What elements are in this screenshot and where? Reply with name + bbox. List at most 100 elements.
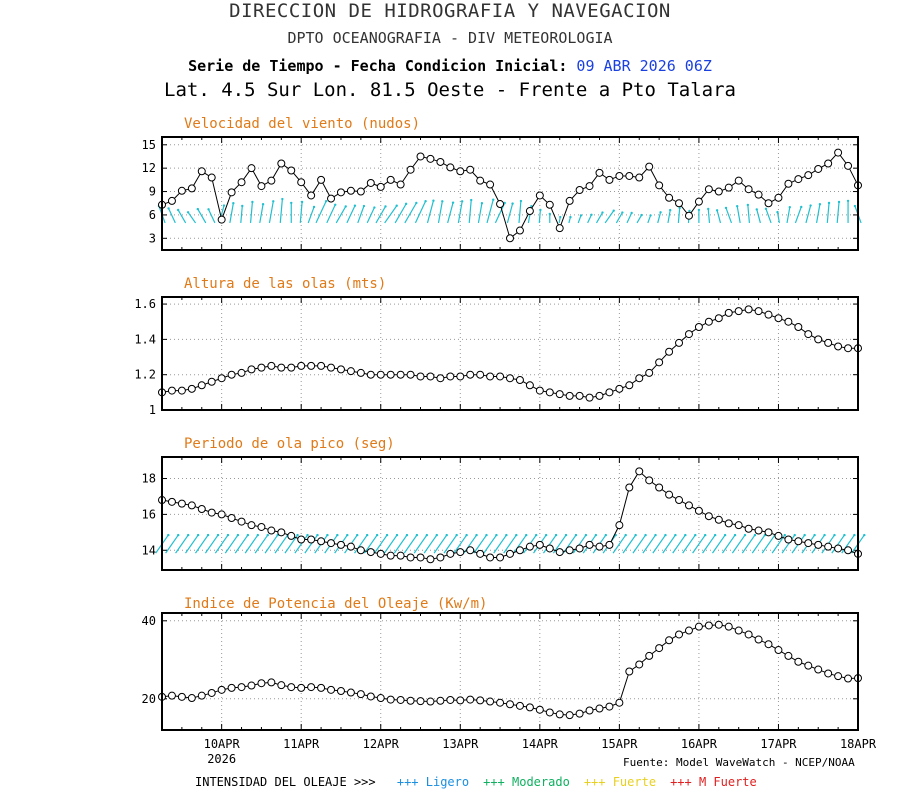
data-point xyxy=(625,171,634,180)
data-point xyxy=(426,372,435,381)
direction-arrow xyxy=(542,533,558,554)
data-point xyxy=(287,363,296,372)
direction-arrow xyxy=(366,206,376,224)
data-point xyxy=(207,508,216,517)
data-point xyxy=(486,697,495,706)
x-tick-label: 12APR xyxy=(363,737,400,751)
data-point xyxy=(655,181,664,190)
data-point xyxy=(456,696,465,705)
data-point xyxy=(356,187,365,196)
direction-arrow xyxy=(622,533,637,554)
page-title: DIRECCION DE HIDROGRAFIA Y NAVEGACION xyxy=(229,0,671,22)
data-point xyxy=(555,548,564,557)
data-point xyxy=(177,186,186,195)
data-point xyxy=(506,700,514,709)
data-point xyxy=(545,708,554,717)
data-point xyxy=(714,314,723,323)
direction-arrow xyxy=(503,533,518,554)
data-point xyxy=(645,162,654,171)
direction-arrow xyxy=(357,204,366,224)
y-tick-label: 6 xyxy=(149,208,156,222)
data-point xyxy=(575,709,584,718)
data-point xyxy=(257,522,266,531)
data-point xyxy=(217,510,226,519)
data-point xyxy=(525,207,534,216)
data-point xyxy=(486,372,495,381)
data-point xyxy=(525,703,534,712)
direction-arrow xyxy=(587,213,593,224)
direction-arrow xyxy=(229,202,235,224)
data-point xyxy=(247,365,256,374)
data-point xyxy=(496,698,505,707)
data-point xyxy=(177,499,186,508)
data-point xyxy=(675,199,684,208)
data-point xyxy=(307,361,316,370)
data-point xyxy=(187,694,196,703)
data-point xyxy=(515,375,524,384)
data-point xyxy=(396,180,405,189)
direction-arrow xyxy=(692,533,707,554)
direction-arrow xyxy=(558,215,562,224)
data-point xyxy=(714,187,723,196)
data-point xyxy=(506,374,514,383)
direction-arrow xyxy=(413,533,429,554)
data-point xyxy=(804,539,813,548)
data-point xyxy=(585,182,594,191)
direction-arrow xyxy=(299,200,304,223)
direction-arrow xyxy=(307,205,316,224)
direction-arrow xyxy=(234,533,250,554)
data-point xyxy=(237,517,246,526)
data-point xyxy=(346,542,355,551)
x-tick-label: 16APR xyxy=(681,737,718,751)
data-point xyxy=(356,546,365,555)
data-point xyxy=(555,224,564,233)
data-point xyxy=(794,537,803,546)
data-point xyxy=(694,323,703,332)
data-point xyxy=(615,384,624,393)
data-point xyxy=(605,540,614,549)
data-point xyxy=(386,695,395,704)
data-point xyxy=(167,386,176,395)
data-point xyxy=(227,683,236,692)
data-point xyxy=(317,537,326,546)
data-point xyxy=(655,644,664,653)
data-point xyxy=(406,165,415,174)
init-date: 09 ABR 2026 06Z xyxy=(576,57,712,75)
direction-arrow xyxy=(615,211,624,224)
data-point xyxy=(356,368,365,377)
data-point xyxy=(744,305,753,314)
data-point xyxy=(237,178,246,187)
data-point xyxy=(824,338,833,347)
direction-arrow xyxy=(373,533,389,554)
direction-arrow xyxy=(506,202,514,224)
source-note: Fuente: Model WaveWatch - NCEP/NOAA xyxy=(623,756,855,769)
data-point xyxy=(247,521,256,530)
direction-arrow xyxy=(724,206,733,224)
data-point xyxy=(436,374,445,383)
direction-arrow xyxy=(414,199,427,224)
data-point xyxy=(814,335,823,344)
data-point xyxy=(635,374,644,383)
data-point xyxy=(824,669,833,678)
data-point xyxy=(366,178,375,187)
y-tick-label: 1 xyxy=(149,403,156,417)
data-point xyxy=(217,215,226,224)
data-point xyxy=(466,165,475,174)
direction-arrow xyxy=(393,533,409,554)
data-point xyxy=(386,370,395,379)
data-point xyxy=(834,342,843,351)
data-point xyxy=(764,199,773,208)
data-point xyxy=(744,185,753,194)
direction-arrow xyxy=(636,213,643,224)
direction-arrow xyxy=(394,202,408,224)
data-point xyxy=(684,211,693,220)
data-point xyxy=(565,711,574,720)
data-point xyxy=(764,528,773,537)
direction-arrow xyxy=(175,533,190,554)
data-point xyxy=(366,548,375,557)
data-point xyxy=(605,175,614,184)
data-point xyxy=(774,531,783,540)
y-tick-label: 15 xyxy=(142,138,156,152)
data-point xyxy=(227,370,236,379)
